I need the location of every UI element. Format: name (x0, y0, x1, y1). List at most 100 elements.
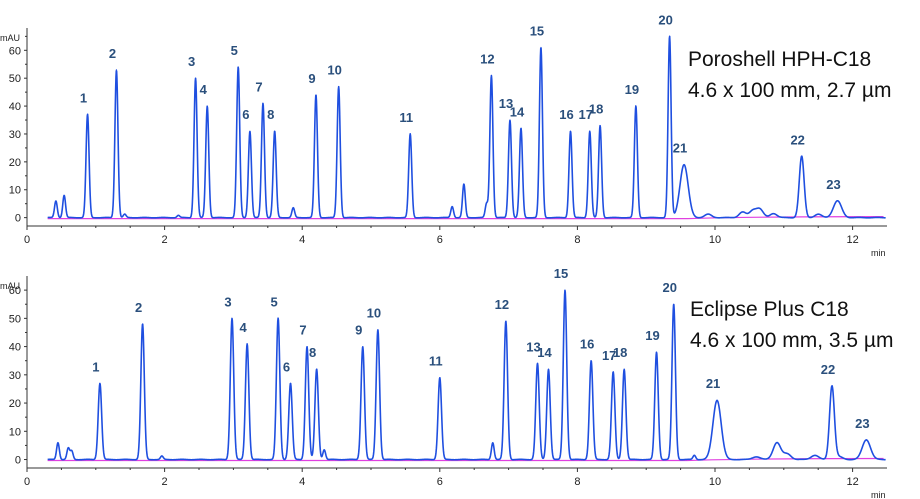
peak-label-10: 10 (367, 306, 381, 321)
peak-label-4: 4 (200, 82, 208, 97)
peak-apex (540, 46, 542, 49)
peak-apex (569, 130, 572, 132)
x-tick-label: 2 (162, 476, 168, 488)
peak-apex (141, 323, 144, 325)
peak-label-21: 21 (706, 376, 720, 391)
y-tick-label: 40 (9, 342, 21, 354)
peak-apex (86, 113, 89, 116)
peak-label-22: 22 (821, 362, 835, 377)
peak-apex (668, 35, 671, 37)
peak-label-9: 9 (355, 323, 362, 338)
peak-label-15: 15 (554, 266, 568, 281)
y-tick-label: 0 (15, 213, 21, 225)
peak-apex (246, 343, 248, 345)
peak-apex (547, 368, 550, 370)
x-tick-label: 4 (299, 234, 305, 246)
peak-apex (338, 85, 340, 88)
peak-apex (505, 320, 507, 322)
peak-label-16: 16 (580, 337, 594, 352)
peak-label-16: 16 (559, 107, 573, 122)
peak-apex (623, 368, 625, 370)
peak-apex (306, 345, 308, 348)
peak-label-20: 20 (658, 12, 672, 27)
x-tick-label: 10 (709, 234, 721, 246)
peak-apex (289, 382, 292, 384)
peak-label-7: 7 (299, 323, 306, 338)
y-tick-label: 0 (15, 455, 21, 467)
peak-apex (315, 94, 317, 96)
peak-label-17: 17 (579, 107, 593, 122)
peak-label-12: 12 (495, 297, 509, 312)
peak-label-22: 22 (790, 132, 804, 147)
column-dimensions: 4.6 x 100 mm, 2.7 µm (688, 79, 892, 102)
signal-trace (47, 289, 887, 461)
peak-label-6: 6 (242, 107, 249, 122)
peak-label-3: 3 (188, 54, 195, 69)
peak-label-13: 13 (499, 96, 513, 111)
peak-label-11: 11 (429, 354, 443, 369)
y-tick-label: 50 (9, 313, 21, 325)
y-tick-label: 10 (9, 426, 21, 438)
peak-apex (316, 368, 318, 370)
column-name: Eclipse Plus C18 (690, 298, 849, 321)
x-tick-label: 10 (709, 476, 721, 488)
peak-apex (635, 105, 637, 107)
peak-apex (520, 127, 522, 129)
peak-apex (716, 399, 718, 401)
y-tick-label: 20 (9, 398, 21, 410)
peak-apex (599, 125, 601, 127)
peak-apex (836, 200, 839, 202)
peak-label-1: 1 (92, 359, 99, 374)
peak-apex (262, 102, 264, 104)
peak-label-1: 1 (80, 90, 87, 105)
peak-apex (237, 66, 239, 68)
peak-label-5: 5 (231, 43, 238, 58)
peak-label-2: 2 (135, 300, 142, 315)
y-tick-label: 30 (9, 129, 21, 141)
x-tick-label: 8 (574, 234, 580, 246)
peak-apex (590, 360, 592, 362)
peak-label-15: 15 (530, 24, 544, 39)
peak-apex (509, 119, 511, 121)
peak-label-4: 4 (240, 320, 248, 335)
peak-label-19: 19 (625, 82, 639, 97)
y-tick-label: 10 (9, 185, 21, 197)
peak-apex (490, 74, 492, 77)
peak-apex (673, 303, 675, 305)
x-axis-unit: min (871, 248, 886, 258)
x-tick-label: 0 (24, 234, 30, 246)
peak-label-2: 2 (109, 46, 116, 61)
y-tick-label: 60 (9, 45, 21, 57)
peak-apex (249, 130, 251, 132)
y-tick-label: 50 (9, 73, 21, 85)
integration-baseline (47, 216, 884, 220)
peak-apex (194, 77, 197, 79)
peak-apex (99, 382, 101, 384)
x-tick-label: 12 (846, 234, 858, 246)
peak-label-23: 23 (826, 177, 840, 192)
peak-apex (115, 69, 118, 71)
peak-apex (612, 371, 614, 373)
peak-label-23: 23 (855, 416, 869, 431)
peak-apex (683, 164, 685, 166)
peak-label-8: 8 (309, 345, 316, 360)
peak-apex (801, 155, 803, 157)
x-tick-label: 8 (574, 476, 580, 488)
peak-label-21: 21 (673, 141, 687, 156)
x-tick-label: 6 (437, 234, 443, 246)
x-tick-label: 4 (299, 476, 305, 488)
y-axis-unit: mAU (0, 281, 20, 291)
peak-apex (231, 317, 233, 319)
x-tick-label: 0 (24, 476, 30, 488)
peak-label-13: 13 (526, 340, 540, 355)
y-tick-label: 60 (9, 285, 21, 297)
peak-label-10: 10 (327, 63, 341, 78)
peak-apex (655, 351, 658, 353)
x-tick-label: 12 (846, 476, 858, 488)
peak-label-17: 17 (602, 348, 616, 363)
integration-baseline (47, 457, 884, 462)
peak-apex (362, 345, 364, 348)
